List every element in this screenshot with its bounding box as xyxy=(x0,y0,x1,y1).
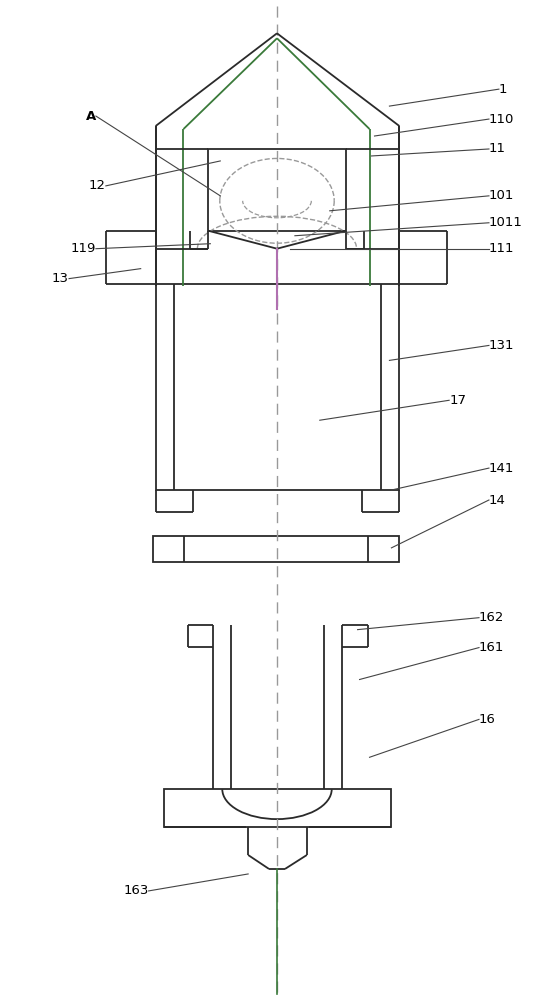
Bar xyxy=(152,536,399,562)
Text: 162: 162 xyxy=(479,611,504,624)
Text: 131: 131 xyxy=(489,339,515,352)
Text: 16: 16 xyxy=(479,713,496,726)
Text: 163: 163 xyxy=(124,884,148,897)
Text: 101: 101 xyxy=(489,189,514,202)
Text: 12: 12 xyxy=(89,179,106,192)
Text: 161: 161 xyxy=(479,641,504,654)
Text: 1011: 1011 xyxy=(489,216,523,229)
Text: 11: 11 xyxy=(489,142,506,155)
Text: 14: 14 xyxy=(489,494,506,507)
Text: 13: 13 xyxy=(52,272,69,285)
Bar xyxy=(163,789,392,827)
Text: 110: 110 xyxy=(489,113,514,126)
Text: 1: 1 xyxy=(499,83,507,96)
Text: 17: 17 xyxy=(449,394,466,407)
Text: 111: 111 xyxy=(489,242,515,255)
Bar xyxy=(208,149,346,231)
Text: 141: 141 xyxy=(489,462,514,475)
Text: A: A xyxy=(86,110,96,123)
Bar xyxy=(156,284,399,490)
Text: 119: 119 xyxy=(70,242,96,255)
